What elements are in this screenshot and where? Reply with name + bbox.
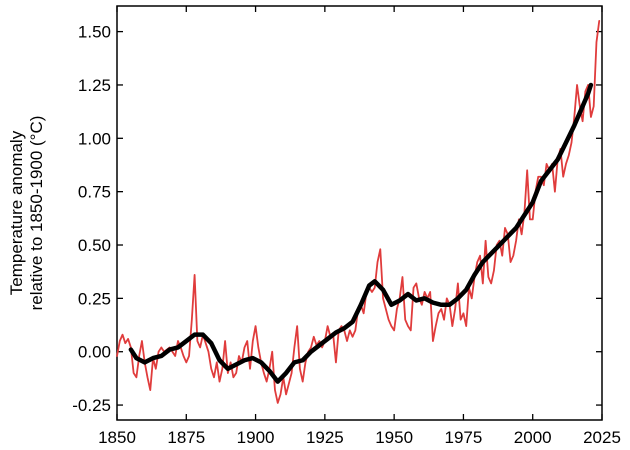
x-tick-label-1850: 1850	[98, 428, 136, 447]
x-tick-label-1875: 1875	[167, 428, 205, 447]
y-tick-label-0.75: 0.75	[78, 183, 111, 202]
y-tick-label-0.00: 0.00	[78, 343, 111, 362]
x-tick-label-1900: 1900	[237, 428, 275, 447]
y-tick-label-1.25: 1.25	[78, 76, 111, 95]
y-tick-label--0.25: -0.25	[72, 396, 111, 415]
y-tick-label-1.50: 1.50	[78, 23, 111, 42]
y-axis-title-line1: Temperature anomaly	[7, 130, 26, 295]
y-axis-title-line2: relative to 1850-1900 (°C)	[27, 116, 46, 311]
axes-layer: 1850 1875 1900 1925 1950 1975 2000 2025 -0.25 0.0…	[72, 5, 621, 447]
x-tick-label-2025: 2025	[583, 428, 621, 447]
x-tick-label-1925: 1925	[306, 428, 344, 447]
y-tick-label-0.50: 0.50	[78, 236, 111, 255]
smoothed-anomaly-line	[128, 82, 594, 384]
x-tick-label-1975: 1975	[445, 428, 483, 447]
y-tick-label-1.00: 1.00	[78, 129, 111, 148]
x-tick-label-1950: 1950	[375, 428, 413, 447]
y-tick-label-0.25: 0.25	[78, 289, 111, 308]
plot-frame	[116, 5, 603, 421]
series-layer	[116, 20, 601, 404]
x-tick-label-2000: 2000	[514, 428, 552, 447]
